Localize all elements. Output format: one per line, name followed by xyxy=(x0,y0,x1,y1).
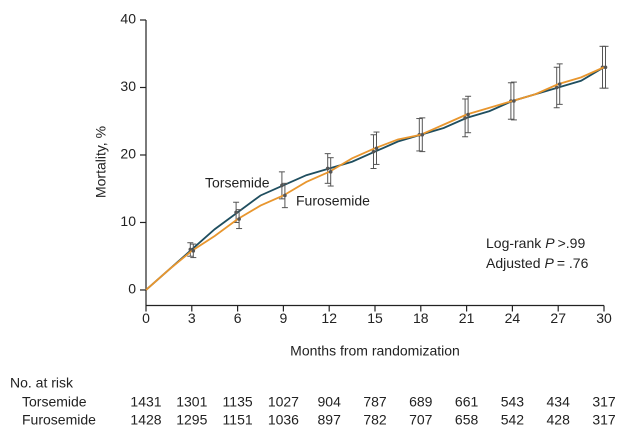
point xyxy=(554,85,559,90)
risk-count: 1027 xyxy=(268,394,299,410)
point xyxy=(328,170,333,174)
risk-count: 317 xyxy=(592,394,616,410)
risk-count: 1151 xyxy=(223,412,253,428)
y-tick-label: 30 xyxy=(120,78,136,94)
x-tick-label: 30 xyxy=(596,310,612,326)
x-axis-label: Months from randomization xyxy=(290,343,460,359)
risk-count: 1135 xyxy=(223,394,253,410)
error-bar xyxy=(553,66,560,109)
x-tick-label: 3 xyxy=(188,310,196,326)
stat-rest: = .76 xyxy=(557,255,589,271)
risk-count: 1295 xyxy=(176,412,207,428)
error-bar xyxy=(602,45,609,89)
stat-prefix: Log-rank xyxy=(486,235,542,251)
x-tick-label: 0 xyxy=(142,310,150,326)
y-tick-label: 20 xyxy=(120,146,136,162)
point xyxy=(325,166,330,171)
stat-annotation: Adjusted P = .76 xyxy=(486,255,589,271)
risk-count: 782 xyxy=(363,412,387,428)
risk-count: 428 xyxy=(547,412,571,428)
stat-symbol: P xyxy=(545,235,555,251)
error-bar xyxy=(324,153,331,184)
point xyxy=(557,82,562,86)
y-tick-label: 10 xyxy=(120,213,136,229)
error-bar xyxy=(419,117,426,153)
risk-count: 658 xyxy=(455,412,479,428)
stat-symbol: P xyxy=(544,255,554,271)
series-label: Furosemide xyxy=(296,193,370,209)
error-bar xyxy=(465,95,472,134)
error-bar xyxy=(278,171,285,200)
point xyxy=(191,249,196,253)
risk-count: 543 xyxy=(501,394,525,410)
risk-count: 689 xyxy=(409,394,433,410)
stat-prefix: Adjusted xyxy=(486,255,540,271)
point xyxy=(283,193,287,198)
point xyxy=(420,132,425,137)
risk-row-label: Torsemide xyxy=(22,394,87,410)
point xyxy=(371,149,376,154)
point xyxy=(463,116,467,120)
risk-count: 317 xyxy=(592,412,616,428)
risk-count: 1036 xyxy=(268,412,299,428)
x-tick-label: 24 xyxy=(505,310,521,326)
error-bar xyxy=(190,243,197,259)
point xyxy=(374,146,379,151)
x-tick-label: 15 xyxy=(367,310,383,326)
risk-row-label: Furosemide xyxy=(22,412,96,428)
series-label: Torsemide xyxy=(205,175,270,191)
error-bar xyxy=(327,157,334,187)
risk-count: 1301 xyxy=(176,394,207,410)
risk-count: 904 xyxy=(318,394,342,410)
error-bar xyxy=(373,131,380,165)
risk-count: 661 xyxy=(455,394,479,410)
stat-rest: >.99 xyxy=(558,235,586,251)
y-tick-label: 0 xyxy=(128,281,136,297)
x-tick-label: 6 xyxy=(234,310,242,326)
point xyxy=(280,183,284,188)
error-bar xyxy=(462,98,469,138)
point xyxy=(234,210,238,215)
x-tick-label: 18 xyxy=(413,310,429,326)
x-tick-label: 9 xyxy=(280,310,288,326)
error-bar xyxy=(556,63,563,105)
x-tick-label: 27 xyxy=(550,310,566,326)
risk-count: 1428 xyxy=(130,412,161,428)
error-bar xyxy=(236,209,243,230)
point xyxy=(603,65,608,70)
y-tick-label: 40 xyxy=(120,11,136,27)
point xyxy=(237,217,241,221)
error-bar xyxy=(510,81,517,121)
point xyxy=(466,112,470,117)
risk-count: 897 xyxy=(318,412,342,428)
x-tick-label: 12 xyxy=(321,310,337,326)
point xyxy=(512,99,516,103)
risk-count: 1431 xyxy=(130,394,161,410)
risk-count: 707 xyxy=(409,412,433,428)
error-bar xyxy=(370,134,377,169)
stat-annotation: Log-rank P >.99 xyxy=(486,235,585,251)
risk-count: 787 xyxy=(363,394,387,410)
risk-title: No. at risk xyxy=(10,375,74,391)
error-bar xyxy=(281,182,288,209)
risk-count: 542 xyxy=(501,412,525,428)
x-tick-label: 21 xyxy=(459,310,475,326)
risk-count: 434 xyxy=(547,394,571,410)
y-axis-label: Mortality, % xyxy=(93,126,109,198)
